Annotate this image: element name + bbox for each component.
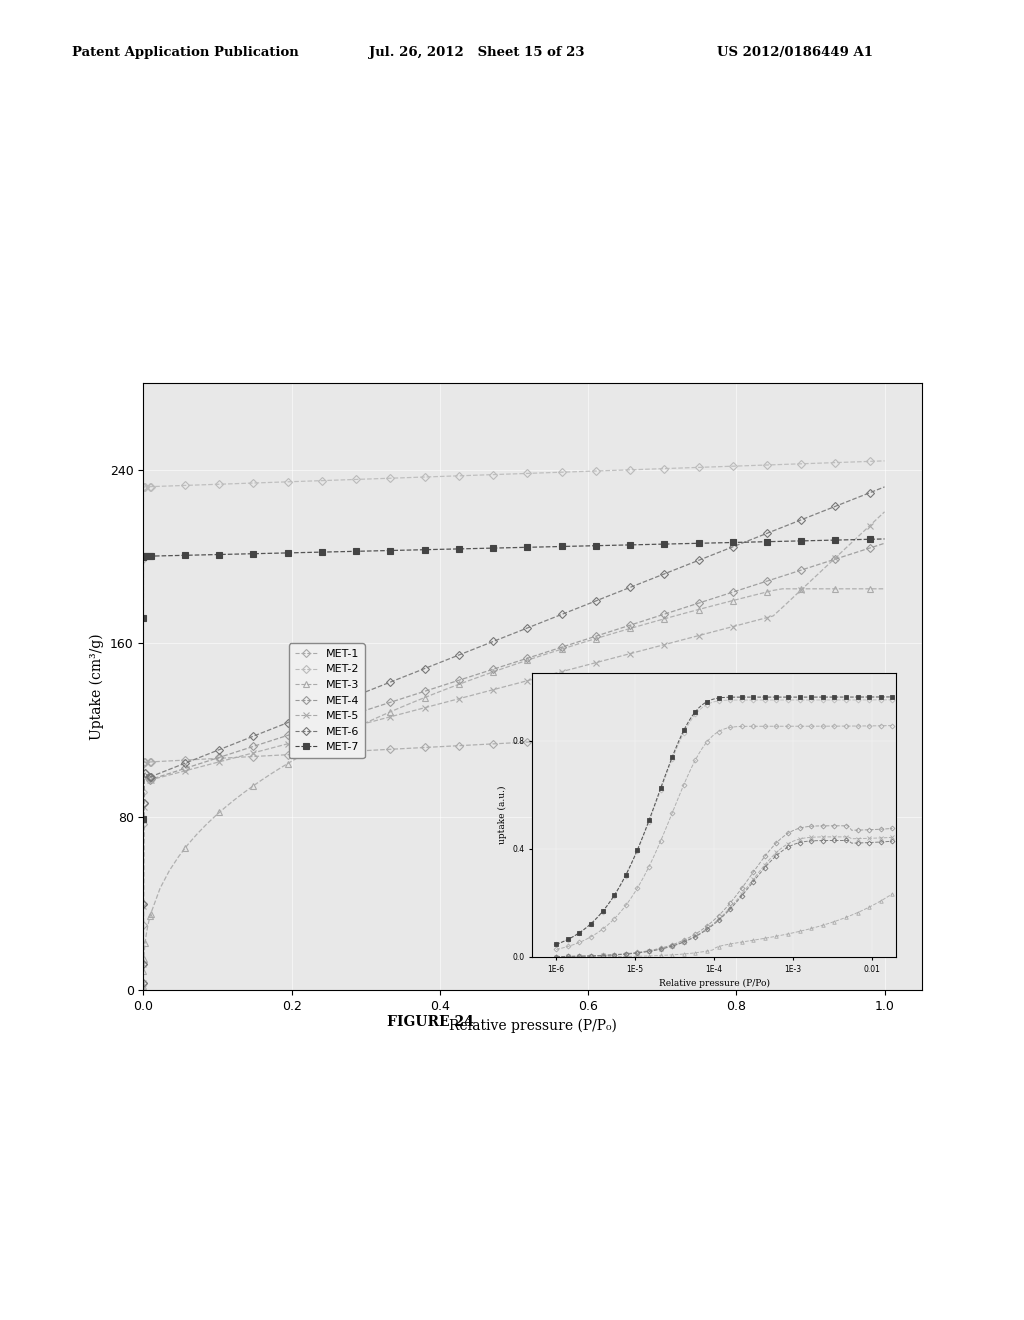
Legend: MET-1, MET-2, MET-3, MET-4, MET-5, MET-6, MET-7: MET-1, MET-2, MET-3, MET-4, MET-5, MET-6… bbox=[289, 643, 365, 758]
Text: FIGURE 24: FIGURE 24 bbox=[387, 1015, 473, 1028]
X-axis label: Relative pressure (P/P₀): Relative pressure (P/P₀) bbox=[449, 1018, 616, 1032]
Y-axis label: Uptake (cm³/g): Uptake (cm³/g) bbox=[90, 634, 104, 739]
Text: Jul. 26, 2012   Sheet 15 of 23: Jul. 26, 2012 Sheet 15 of 23 bbox=[369, 46, 584, 59]
X-axis label: Relative pressure (P/Po): Relative pressure (P/Po) bbox=[658, 979, 770, 989]
Text: US 2012/0186449 A1: US 2012/0186449 A1 bbox=[717, 46, 872, 59]
Text: Patent Application Publication: Patent Application Publication bbox=[72, 46, 298, 59]
Y-axis label: uptake (a.u.): uptake (a.u.) bbox=[498, 785, 507, 845]
